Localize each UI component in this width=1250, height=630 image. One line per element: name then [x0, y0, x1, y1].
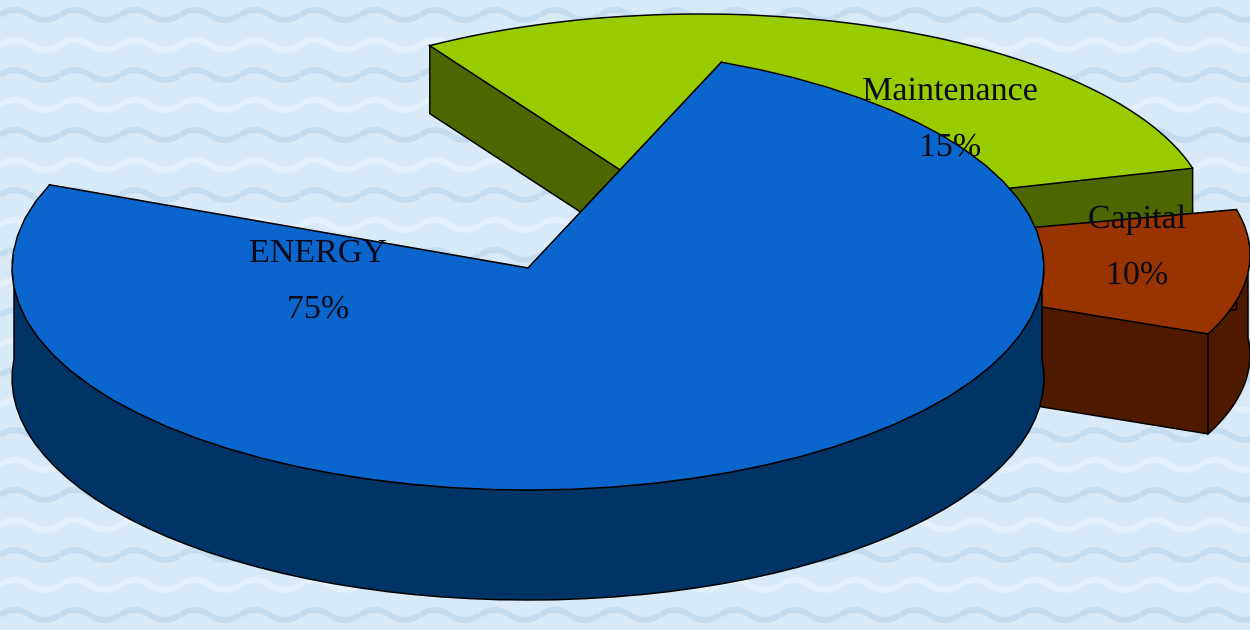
slice-value-maintenance: 15%: [919, 127, 981, 164]
pie-slice-energy: [11, 60, 1045, 601]
slice-value-capital: 10%: [1106, 255, 1168, 292]
slice-value-energy: 75%: [287, 289, 349, 326]
slice-label-energy: ENERGY: [249, 233, 387, 270]
slice-top-energy: [11, 61, 1045, 491]
slice-label-maintenance: Maintenance: [862, 71, 1038, 108]
labels-layer: Maintenance 15% Capital 10% ENERGY 75%: [249, 71, 1186, 326]
slices-layer: [11, 13, 1250, 601]
slice-label-capital: Capital: [1088, 199, 1186, 236]
